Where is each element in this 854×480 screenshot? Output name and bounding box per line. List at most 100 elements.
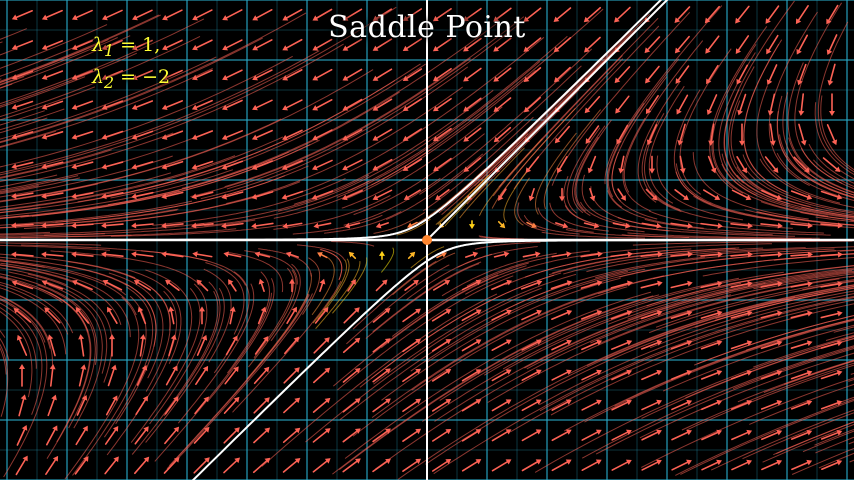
vector-arrow <box>432 8 452 22</box>
vector-arrow <box>736 156 747 174</box>
stream-line <box>675 171 809 225</box>
vector-arrow <box>372 458 391 473</box>
vector-arrow <box>461 459 482 472</box>
stream-line <box>510 299 854 433</box>
vector-arrow <box>348 251 357 260</box>
vector-arrow <box>670 222 693 229</box>
vector-arrow <box>730 340 753 350</box>
trajectory-lower-left <box>191 239 758 480</box>
vector-arrow <box>47 394 57 417</box>
stream-line <box>0 130 213 191</box>
stream-line <box>177 283 255 424</box>
vector-arrow <box>611 459 632 471</box>
vector-arrow <box>731 459 753 471</box>
vector-arrow <box>641 459 662 471</box>
vector-arrow <box>461 309 482 322</box>
vector-arrow <box>617 188 626 201</box>
vector-arrow <box>254 336 269 355</box>
vector-arrow <box>700 280 723 289</box>
vector-arrow <box>523 7 542 22</box>
stream-line <box>0 35 201 118</box>
stream-line <box>685 337 854 399</box>
vector-arrow <box>769 123 776 146</box>
stream-line <box>439 277 739 401</box>
stream-line <box>523 215 580 235</box>
stream-line <box>498 17 659 188</box>
stream-line <box>0 284 69 335</box>
stream-line <box>820 95 854 171</box>
stream-line <box>773 421 854 456</box>
stream-line <box>0 43 344 178</box>
vector-arrow <box>372 68 393 81</box>
vector-arrow <box>372 158 393 171</box>
vector-arrow <box>341 189 363 201</box>
stream-line <box>0 52 138 107</box>
vector-arrow <box>71 192 94 200</box>
vector-arrow <box>41 40 63 51</box>
stream-line <box>0 214 29 219</box>
vector-arrow <box>761 189 783 201</box>
vector-arrow <box>257 306 267 325</box>
stream-line <box>597 253 854 295</box>
vector-arrow <box>402 428 422 443</box>
stream-line <box>110 63 426 199</box>
vector-arrow <box>820 370 843 380</box>
vector-arrow <box>75 425 88 446</box>
vector-arrow <box>372 38 393 51</box>
vector-arrow <box>342 428 361 443</box>
stream-line <box>0 343 9 417</box>
stream-line <box>324 211 402 234</box>
stream-line <box>166 294 310 470</box>
vector-arrow <box>402 458 422 472</box>
vector-arrow <box>342 398 361 413</box>
vector-arrow <box>168 306 175 325</box>
vector-arrow <box>104 425 119 445</box>
vector-arrow <box>11 222 34 229</box>
vector-arrow <box>463 67 482 82</box>
stream-line <box>590 273 854 344</box>
vector-arrow <box>646 124 658 146</box>
stream-line <box>0 242 102 246</box>
stream-line <box>0 37 118 85</box>
vector-arrow <box>71 70 94 80</box>
vector-arrow <box>191 222 214 229</box>
vector-arrow <box>101 222 124 229</box>
vector-arrow <box>797 63 807 86</box>
vector-arrow <box>461 339 482 352</box>
stream-line <box>526 270 854 370</box>
stream-line <box>644 218 831 236</box>
vector-arrow <box>432 37 452 52</box>
stream-line <box>108 272 164 379</box>
stream-line <box>0 35 131 89</box>
stream-line <box>614 319 854 407</box>
stream-line <box>145 288 225 443</box>
stream-line <box>386 153 484 220</box>
stream-line <box>149 283 208 425</box>
vector-arrow <box>312 8 333 21</box>
stream-line <box>0 253 136 279</box>
stream-line <box>791 447 854 475</box>
vector-arrow <box>195 365 209 385</box>
vector-arrow <box>551 251 572 258</box>
stream-line <box>709 26 768 190</box>
stream-line <box>550 303 854 416</box>
stream-line <box>548 247 736 276</box>
vector-arrow <box>347 279 356 292</box>
vector-arrow <box>615 95 630 114</box>
stream-line <box>270 263 301 342</box>
vector-arrow <box>580 251 603 258</box>
stream-line <box>736 166 854 216</box>
stream-line <box>428 65 582 199</box>
vector-arrow <box>432 97 452 112</box>
stream-line <box>0 222 205 236</box>
stream-line <box>397 296 796 480</box>
vector-arrow <box>526 221 537 228</box>
vector-arrow <box>790 310 813 319</box>
vector-arrow <box>469 220 475 230</box>
stream-line <box>258 248 312 277</box>
stream-line <box>381 277 621 401</box>
stream-line <box>0 185 39 194</box>
vector-field <box>11 4 843 476</box>
